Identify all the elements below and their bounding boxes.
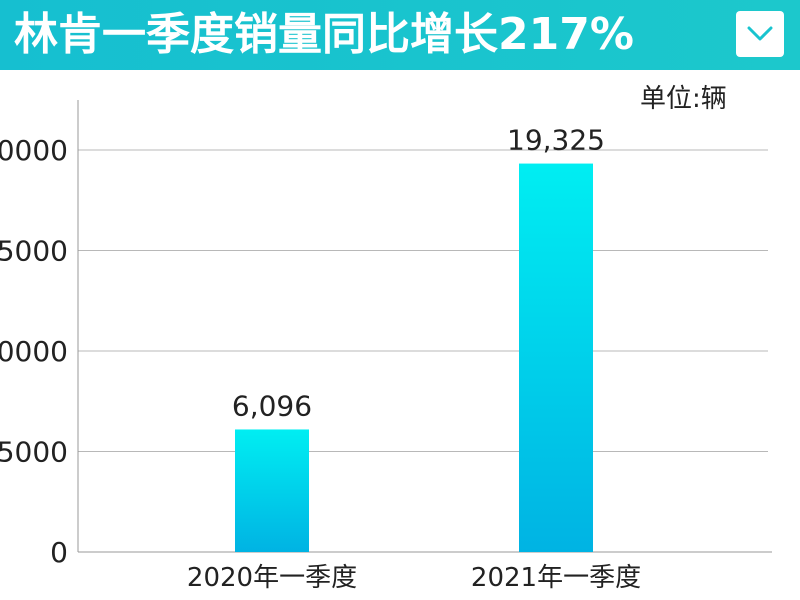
y-tick-label: 20000 <box>0 134 68 167</box>
chevron-down-icon <box>747 26 773 41</box>
y-tick-label: 5000 <box>0 436 68 469</box>
x-tick-label: 2020年一季度 <box>187 563 357 593</box>
bar <box>519 163 593 552</box>
bar-chart: 0 5000 10000 15000 20000 6,096 2020年一季度 19,325… <box>0 100 772 593</box>
page-title: 林肯一季度销量同比增长217% <box>14 9 634 60</box>
y-tick-label: 0 <box>50 536 68 569</box>
bar <box>235 429 309 552</box>
x-tick-label: 2021年一季度 <box>471 563 641 593</box>
title-bar: 林肯一季度销量同比增长217% <box>0 0 800 70</box>
y-tick-label: 10000 <box>0 335 68 368</box>
data-label: 6,096 <box>232 389 312 422</box>
dropdown-button[interactable] <box>736 11 784 57</box>
y-tick-label: 15000 <box>0 235 68 268</box>
data-label: 19,325 <box>507 124 605 157</box>
unit-label: 单位:辆 <box>640 84 727 114</box>
